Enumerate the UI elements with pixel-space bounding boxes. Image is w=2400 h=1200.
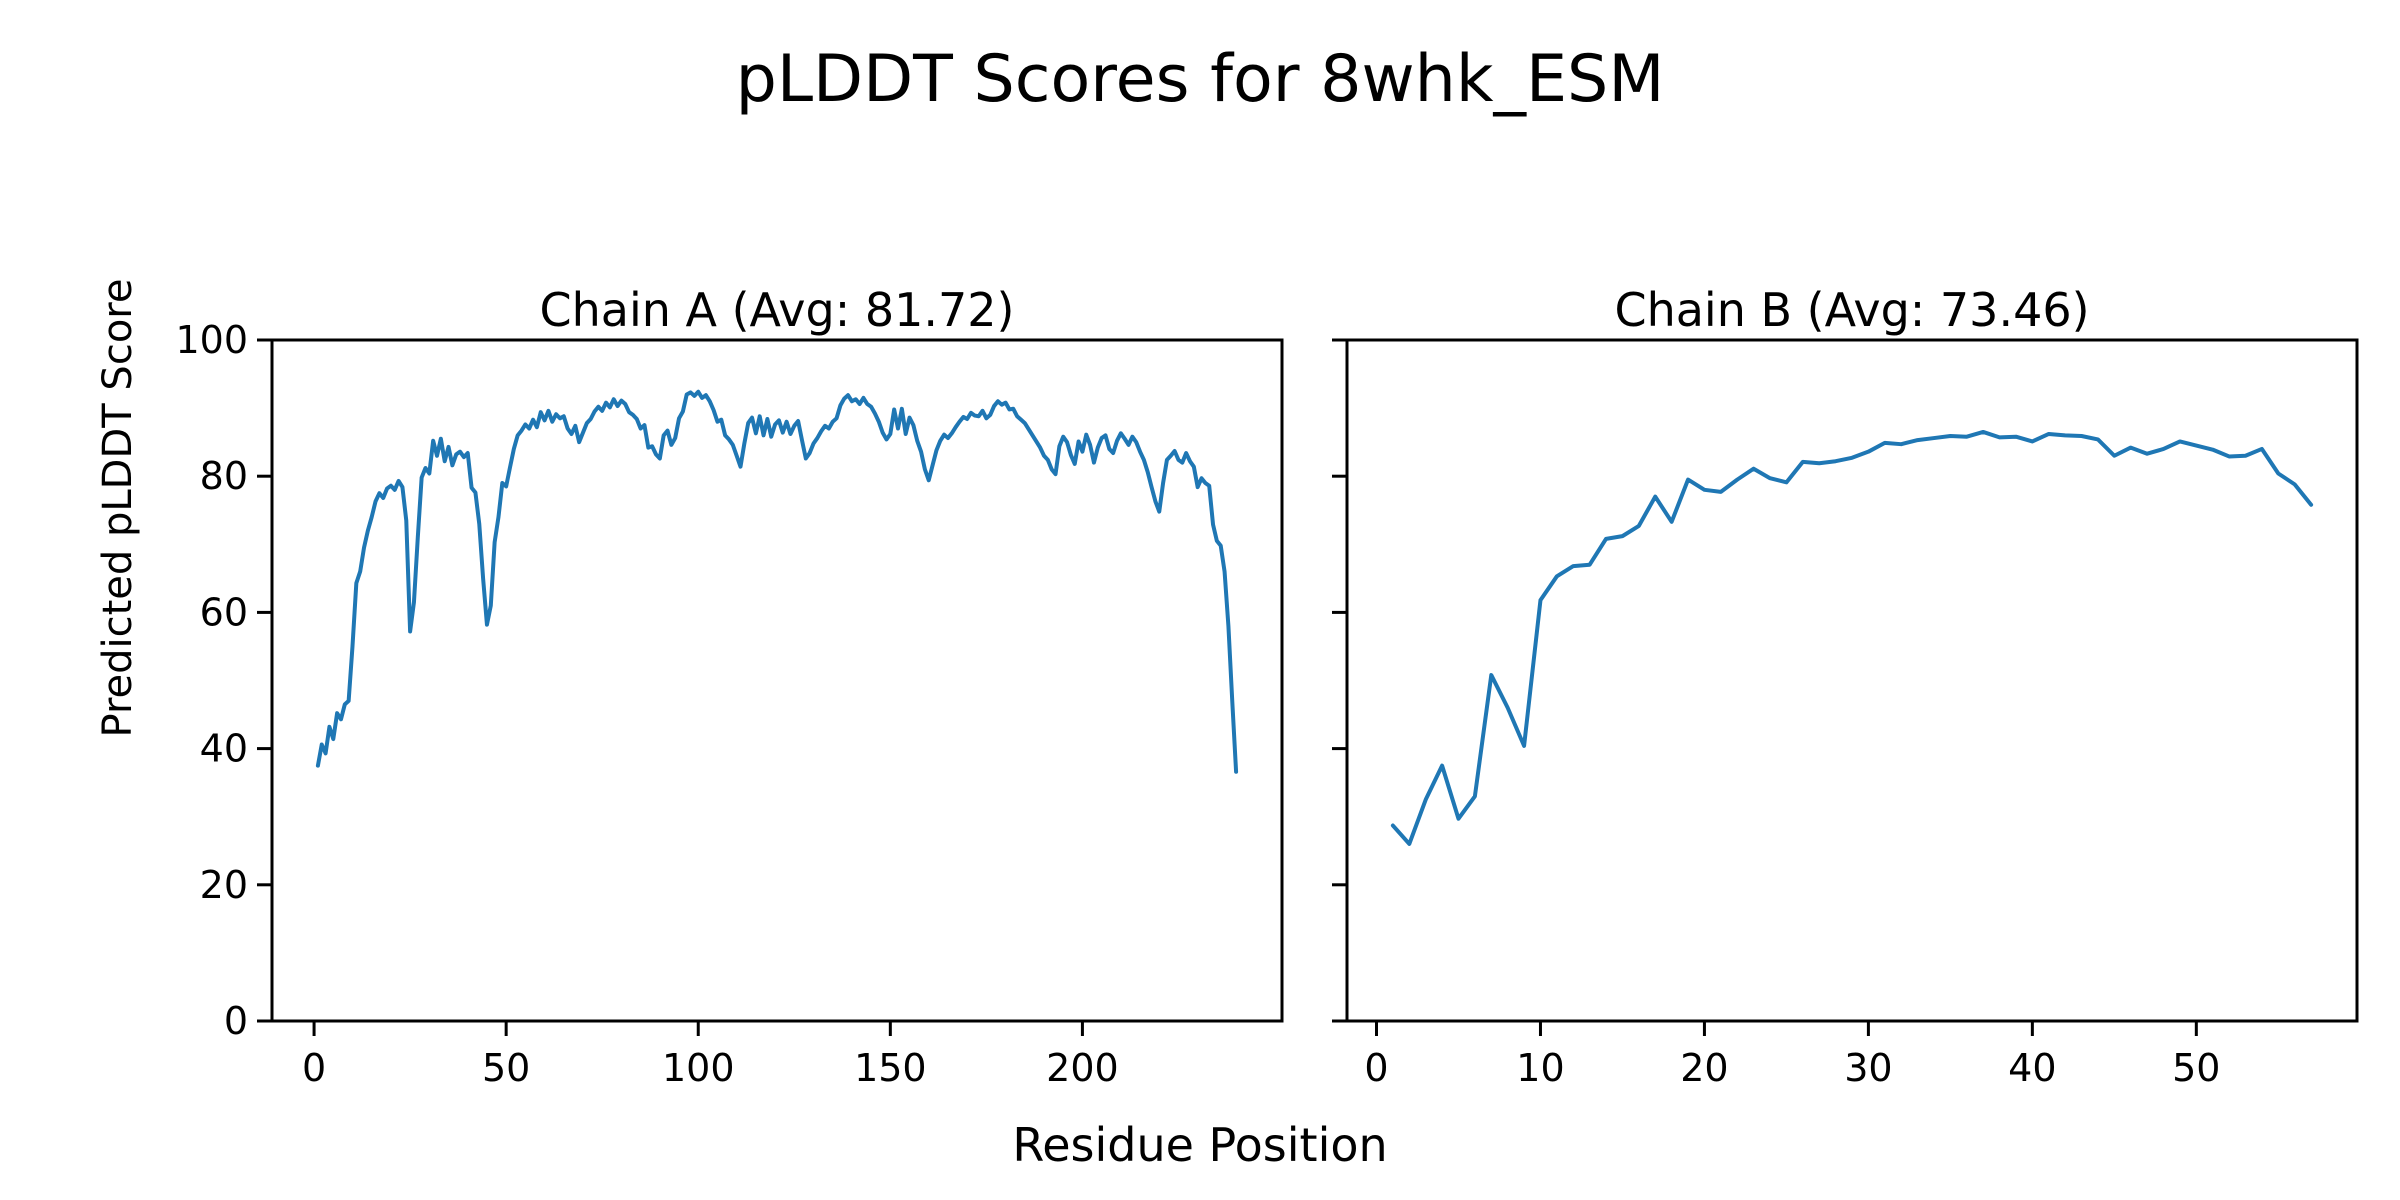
y-axis-label: Predicted pLDDT Score <box>95 278 141 738</box>
x-tick-label: 50 <box>2172 1046 2220 1090</box>
y-tick-label: 0 <box>224 999 248 1043</box>
y-tick-label: 80 <box>200 454 248 498</box>
x-tick-label: 50 <box>482 1046 530 1090</box>
x-tick-label: 10 <box>1516 1046 1564 1090</box>
x-tick-label: 200 <box>1046 1046 1119 1090</box>
chain-a-plot: 0 50 100 150 200 0 20 40 60 80 100 <box>175 318 1284 1090</box>
x-tick-label: 20 <box>1680 1046 1728 1090</box>
x-tick-label: 40 <box>2008 1046 2056 1090</box>
plddt-line <box>1390 429 2314 846</box>
x-tick-label: 150 <box>854 1046 927 1090</box>
plddt-line <box>315 389 1239 774</box>
x-tick-label: 0 <box>302 1046 326 1090</box>
x-tick-label: 100 <box>662 1046 735 1090</box>
x-axis-label: Residue Position <box>1012 1118 1388 1172</box>
y-tick-label: 60 <box>200 590 248 634</box>
chain-a-subplot-title: Chain A (Avg: 81.72) <box>539 283 1015 337</box>
x-tick-label: 0 <box>1364 1046 1388 1090</box>
figure-title: pLDDT Scores for 8whk_ESM <box>735 42 1665 117</box>
y-tick-label: 20 <box>200 863 248 907</box>
chain-b-subplot-title: Chain B (Avg: 73.46) <box>1614 283 2090 337</box>
chain-b-plot: 0 10 20 30 40 50 <box>1332 338 2359 1090</box>
x-tick-label: 30 <box>1844 1046 1892 1090</box>
plot-border <box>270 338 1284 1023</box>
y-tick-label: 40 <box>200 727 248 771</box>
plot-border <box>1345 338 2359 1023</box>
y-tick-label: 100 <box>175 318 248 362</box>
